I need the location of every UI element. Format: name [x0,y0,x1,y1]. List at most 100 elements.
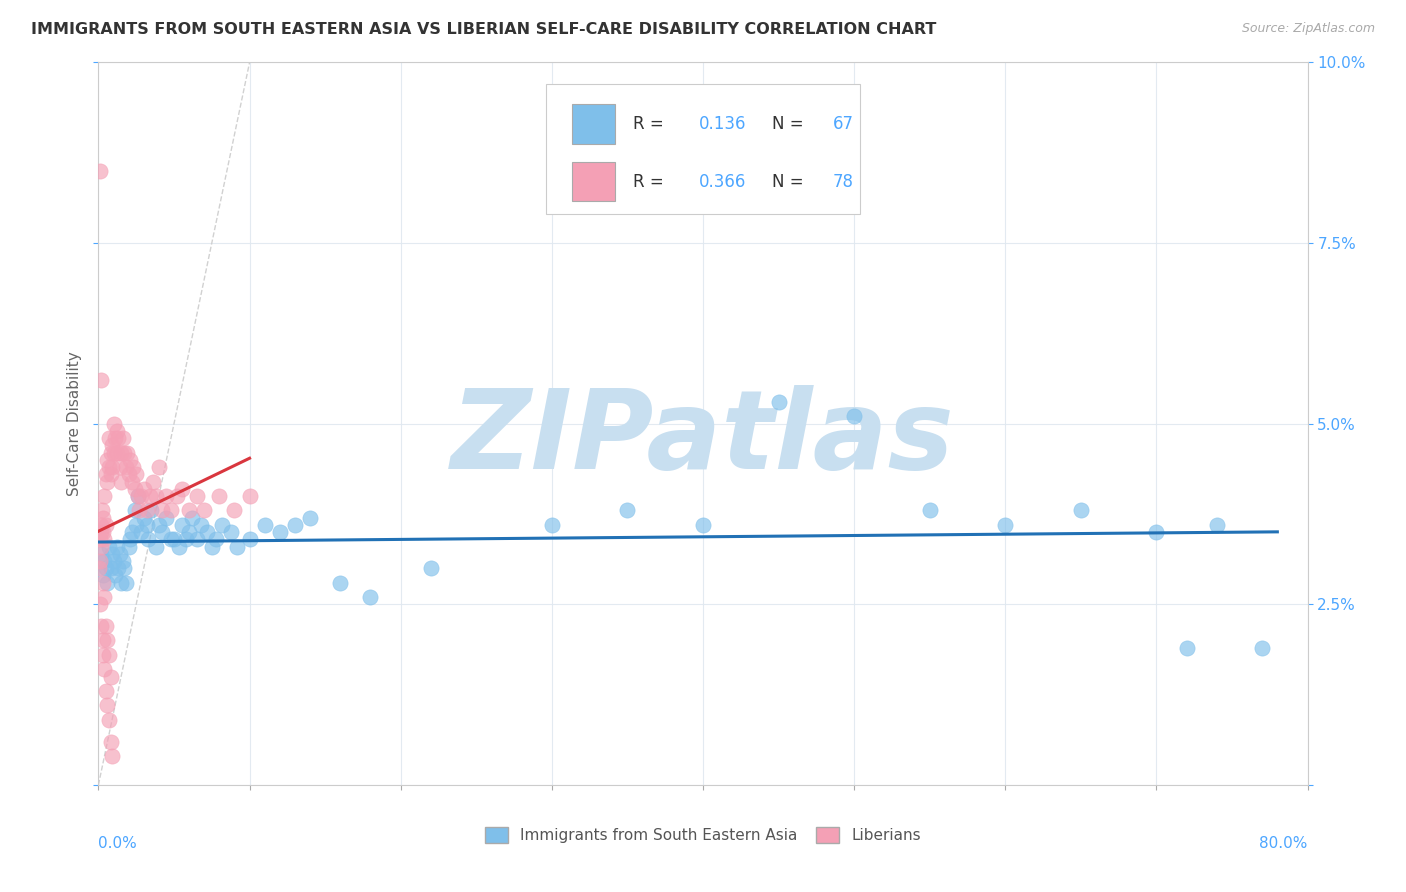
Text: N =: N = [772,172,808,191]
Point [93,662,115,676]
Point [91,510,114,524]
Point [208,489,231,503]
Point [100,734,122,748]
Point [98,431,121,445]
Point [148,517,170,532]
Point [98,460,121,475]
Point [190,517,212,532]
Point [360,590,382,604]
Point [150,524,173,539]
Point [98,713,121,727]
Point [104,568,127,582]
Text: Source: ZipAtlas.com: Source: ZipAtlas.com [1241,22,1375,36]
Point [120,533,142,547]
Point [90,619,112,633]
Point [221,524,243,539]
Point [224,503,246,517]
Point [91,633,114,648]
Point [110,575,132,590]
Text: R =: R = [633,172,669,191]
Point [118,467,141,482]
Point [193,503,215,517]
Point [145,540,167,554]
Point [94,517,117,532]
Point [93,489,115,503]
Point [101,749,124,764]
Point [100,467,122,482]
Point [89,598,111,612]
Point [132,482,155,496]
Point [155,489,177,503]
Point [94,561,117,575]
Point [145,489,167,503]
Point [100,669,122,683]
Point [89,561,111,575]
Point [90,517,112,532]
Point [103,554,125,568]
Point [90,540,112,554]
Point [93,533,115,547]
Point [91,568,114,582]
Point [110,445,132,459]
Point [127,489,149,503]
Point [89,164,111,178]
Point [239,489,262,503]
Point [150,503,173,517]
Point [110,475,132,489]
Point [90,547,112,561]
Point [148,460,170,475]
Point [139,489,162,503]
Point [107,431,129,445]
Point [844,409,866,424]
Point [96,633,118,648]
Point [1175,640,1198,655]
Point [91,503,114,517]
Point [167,540,190,554]
Point [160,533,183,547]
Point [91,524,114,539]
Point [111,554,134,568]
Point [692,517,714,532]
Point [129,524,152,539]
Point [420,561,443,575]
Point [91,575,114,590]
Point [253,517,276,532]
FancyBboxPatch shape [572,103,614,144]
Point [118,540,141,554]
Point [127,489,149,503]
Point [768,395,790,409]
Text: IMMIGRANTS FROM SOUTH EASTERN ASIA VS LIBERIAN SELF-CARE DISABILITY CORRELATION : IMMIGRANTS FROM SOUTH EASTERN ASIA VS LI… [31,22,936,37]
Text: 80.0%: 80.0% [1260,836,1308,851]
Point [100,561,122,575]
Text: 0.366: 0.366 [699,172,747,191]
Point [160,503,183,517]
Point [115,445,138,459]
Point [94,619,117,633]
Point [108,460,131,475]
Point [211,517,233,532]
Point [103,445,125,459]
Point [616,503,638,517]
Point [125,517,148,532]
Point [128,503,150,517]
Point [1251,640,1274,655]
Point [239,533,262,547]
Point [129,489,152,503]
Point [90,373,112,387]
Point [136,533,159,547]
Point [195,524,218,539]
Point [125,467,148,482]
Point [299,510,322,524]
Point [135,517,157,532]
Point [104,431,127,445]
Point [1070,503,1092,517]
Point [90,524,112,539]
Point [179,503,201,517]
Point [96,575,118,590]
Point [918,503,941,517]
Point [124,482,146,496]
Point [174,533,197,547]
Point [132,510,155,524]
Point [170,482,193,496]
Point [107,561,129,575]
